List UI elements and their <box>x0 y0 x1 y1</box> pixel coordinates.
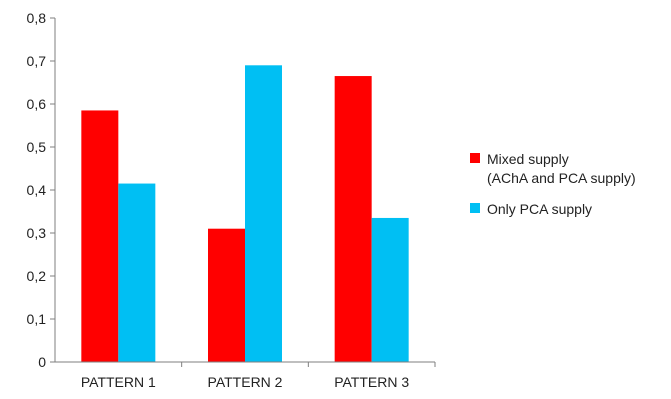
bar-mixed-supply-1 <box>81 110 119 362</box>
legend-label-only-pca-supply: Only PCA supply <box>487 201 593 217</box>
legend: Mixed supply (AChA and PCA supply) Only … <box>470 150 636 231</box>
bar-only-pca-supply-2 <box>245 65 282 363</box>
x-tick-label: PATTERN 1 <box>81 374 156 390</box>
legend-label-mixed-supply-line1: Mixed supply <box>487 151 569 167</box>
legend-swatch-mixed-supply <box>470 153 480 163</box>
legend-item-only-pca-supply: Only PCA supply <box>470 200 636 219</box>
y-tick-label: 0,6 <box>27 96 47 112</box>
y-axis-ticks: 0 0,1 0,2 0,3 0,4 0,5 0,6 0,7 0,8 <box>27 10 55 370</box>
y-tick-label: 0 <box>38 354 46 370</box>
y-tick-label: 0,5 <box>27 139 47 155</box>
legend-swatch-only-pca-supply <box>470 203 480 213</box>
y-tick-label: 0,2 <box>27 268 47 284</box>
x-tick-label: PATTERN 3 <box>334 374 409 390</box>
bar-mixed-supply-2 <box>208 228 245 362</box>
x-axis-labels: PATTERN 1 PATTERN 2 PATTERN 3 <box>81 362 436 390</box>
y-tick-label: 0,3 <box>27 225 47 241</box>
legend-label-mixed-supply: Mixed supply (AChA and PCA supply) <box>487 150 636 188</box>
y-tick-label: 0,1 <box>27 311 47 327</box>
y-tick-label: 0,8 <box>27 10 47 26</box>
legend-label-mixed-supply-line2: (AChA and PCA supply) <box>487 170 636 186</box>
bars <box>81 65 409 363</box>
x-tick-label: PATTERN 2 <box>208 374 283 390</box>
bar-only-pca-supply-3 <box>371 217 409 362</box>
bar-only-pca-supply-1 <box>118 183 156 362</box>
bar-mixed-supply-3 <box>334 76 372 363</box>
y-tick-label: 0,7 <box>27 53 47 69</box>
legend-item-mixed-supply: Mixed supply (AChA and PCA supply) <box>470 150 636 188</box>
y-tick-label: 0,4 <box>27 182 47 198</box>
